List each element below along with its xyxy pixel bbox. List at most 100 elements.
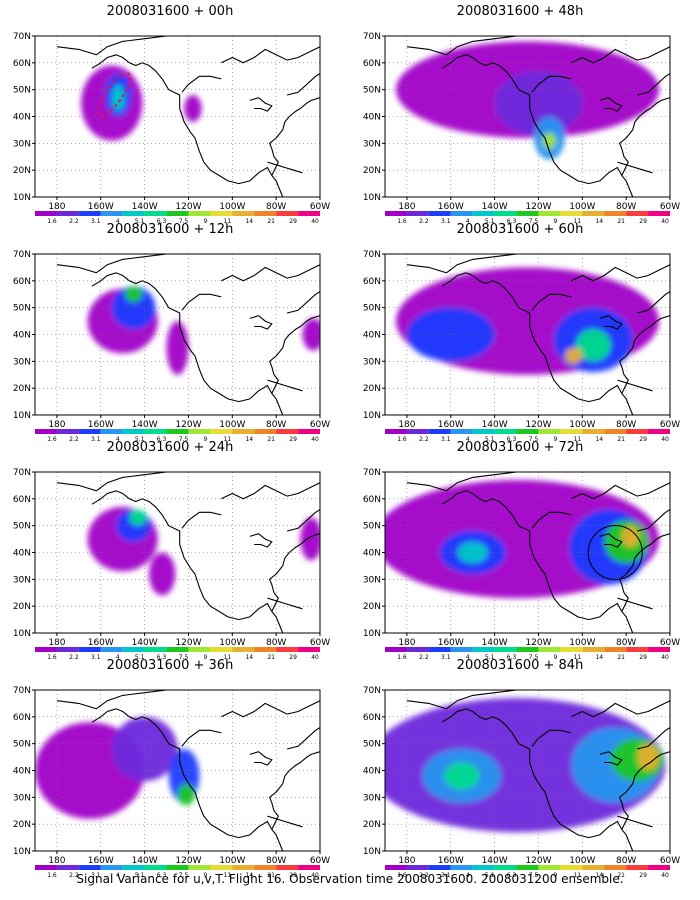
colorbar-label: 5.1 (135, 872, 145, 877)
colorbar-swatch (648, 647, 670, 652)
colorbar-swatch (276, 429, 299, 434)
colorbar-swatch (298, 865, 320, 870)
lat-tick-label: 40N (13, 113, 31, 123)
lon-tick-label: 160W (88, 420, 114, 430)
colorbar-swatch (538, 647, 561, 652)
coastline (571, 700, 670, 718)
colorbar-label: 21 (617, 218, 625, 223)
colorbar-label: 7.5 (529, 872, 539, 877)
lat-tick-label: 40N (363, 113, 381, 123)
colorbar-label: 7.5 (529, 436, 539, 441)
colorbar-swatch (472, 429, 495, 434)
variance-field (385, 36, 670, 197)
coastline (441, 490, 634, 633)
colorbar-label: 29 (289, 872, 297, 877)
panel-title: 2008031600 + 84h (456, 658, 584, 673)
coastline (221, 482, 320, 500)
lat-tick-label: 70N (13, 468, 31, 478)
variance-field (35, 690, 320, 851)
lat-tick-label: 30N (13, 139, 31, 149)
colorbar-label: 4 (466, 436, 470, 441)
colorbar-label: 1.6 (47, 436, 57, 441)
coastline (268, 533, 320, 612)
map-background (35, 36, 320, 197)
colorbar-swatch (516, 211, 539, 216)
lat-tick-label: 70N (363, 32, 381, 42)
lon-tick-label: 60W (660, 420, 680, 430)
colorbar-swatch (538, 429, 561, 434)
coastline (406, 472, 517, 492)
lon-tick-label: 140W (482, 420, 508, 430)
lon-tick-label: 180 (398, 856, 415, 866)
map-panel: 2008031600 + 72h 70N 60N 50N 40N 30N 20N 10N 180… (350, 440, 690, 659)
colorbar-swatch (100, 211, 123, 216)
coastline (56, 690, 167, 710)
coastline (406, 36, 517, 56)
colorbar-swatch (626, 429, 649, 434)
coastline (267, 815, 303, 828)
panel-title: 2008031600 + 48h (456, 4, 584, 19)
lon-tick-label: 60W (310, 856, 330, 866)
lat-tick-label: 50N (363, 304, 381, 314)
colorbar-swatch (35, 865, 57, 870)
colorbar-label: 21 (617, 436, 625, 441)
lat-tick-label: 60N (363, 59, 381, 69)
colorbar-label: 6.3 (157, 654, 167, 659)
colorbar-label: 40 (661, 436, 669, 441)
colorbar-label: 1.6 (47, 218, 57, 223)
lat-tick-label: 20N (13, 166, 31, 176)
lon-tick-label: 120W (175, 202, 201, 212)
colorbar-swatch (626, 211, 649, 216)
lon-tick-label: 60W (660, 202, 680, 212)
colorbar-swatch (494, 429, 517, 434)
variance-blob (444, 762, 480, 790)
lon-tick-label: 180 (48, 638, 65, 648)
colorbar-swatch (188, 865, 211, 870)
colorbar-label: 29 (289, 436, 297, 441)
colorbar-label: 40 (311, 872, 319, 877)
lat-tick-label: 50N (363, 740, 381, 750)
colorbar-swatch (276, 211, 299, 216)
colorbar-swatch (78, 647, 101, 652)
colorbar-swatch (450, 647, 473, 652)
colorbar-swatch (276, 865, 299, 870)
colorbar-label: 4 (466, 218, 470, 223)
panel-title: 2008031600 + 72h (456, 440, 584, 455)
colorbar-swatch (232, 865, 255, 870)
panel-title: 2008031600 + 00h (106, 4, 234, 19)
colorbar-swatch (428, 429, 451, 434)
colorbar-swatch (472, 647, 495, 652)
lon-tick-label: 80W (266, 202, 286, 212)
lon-tick-label: 140W (132, 856, 158, 866)
coastline (249, 97, 273, 112)
colorbar-label: 2.2 (69, 218, 79, 223)
colorbar-label: 6.3 (157, 436, 167, 441)
lat-tick-label: 20N (13, 820, 31, 830)
lon-tick-label: 160W (438, 202, 464, 212)
colorbar-label: 9 (204, 218, 208, 223)
variance-blob (621, 525, 640, 548)
lon-tick-label: 180 (398, 420, 415, 430)
lat-tick-label: 10N (13, 193, 31, 203)
coastline (599, 533, 623, 548)
lat-tick-label: 40N (13, 549, 31, 559)
colorbar-label: 3.1 (91, 436, 101, 441)
lon-tick-label: 100W (219, 420, 245, 430)
observation-region-outline (96, 72, 132, 118)
colorbar-swatch (516, 865, 539, 870)
colorbar-swatch (472, 865, 495, 870)
lon-tick-label: 120W (175, 420, 201, 430)
colorbar-label: 7.5 (179, 436, 189, 441)
lon-tick-label: 140W (132, 202, 158, 212)
lon-tick-label: 100W (219, 638, 245, 648)
coastline (91, 272, 284, 415)
colorbar-swatch (582, 429, 605, 434)
coastline (617, 161, 653, 174)
coastline (618, 315, 670, 394)
colorbar-swatch (406, 429, 429, 434)
lon-tick-label: 160W (88, 856, 114, 866)
colorbar-swatch (385, 865, 407, 870)
colorbar-swatch (210, 211, 233, 216)
lat-tick-label: 60N (363, 495, 381, 505)
coastline (441, 708, 634, 851)
